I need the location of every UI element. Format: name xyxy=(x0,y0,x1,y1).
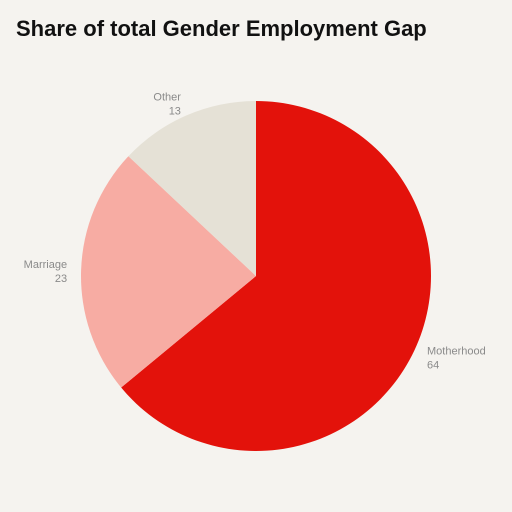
pie-slice-marriage xyxy=(80,156,256,388)
slice-value-marriage: 23 xyxy=(55,273,67,285)
slice-value-motherhood: 64 xyxy=(427,359,439,371)
slice-label-marriage: Marriage xyxy=(24,259,67,271)
slice-value-other: 13 xyxy=(169,106,181,118)
pie-slice-other xyxy=(128,101,256,276)
slice-label-other: Other xyxy=(153,92,181,104)
pie-slice-motherhood xyxy=(121,101,432,451)
chart-title: Share of total Gender Employment Gap xyxy=(16,16,427,41)
slice-label-motherhood: Motherhood xyxy=(427,345,486,357)
